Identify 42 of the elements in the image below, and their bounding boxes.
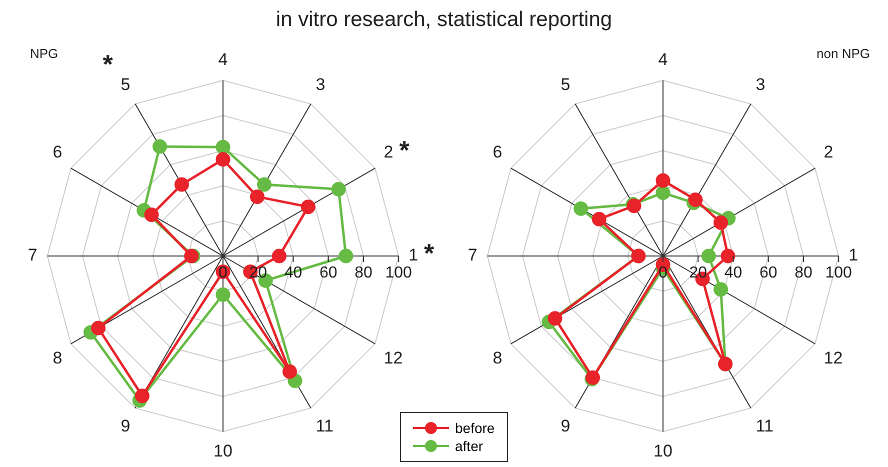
legend-label: after (455, 438, 484, 454)
y-tick-label: 0 (218, 264, 228, 282)
y-tick-label: 80 (794, 264, 812, 282)
spoke-label: 7 (28, 246, 38, 265)
y-tick-label: 20 (249, 264, 268, 282)
spoke-label: 7 (468, 246, 478, 265)
spoke-label: 12 (384, 348, 403, 368)
y-tick-label: 60 (319, 264, 338, 282)
spoke-label: 1 (848, 246, 858, 265)
spoke-label: 8 (52, 348, 62, 368)
y-tick-label: 80 (354, 264, 372, 282)
text: * (399, 134, 410, 165)
spoke-label: 11 (316, 416, 334, 436)
spoke-label: 12 (824, 348, 843, 368)
spoke-label: 6 (52, 142, 62, 162)
spoke-label: 3 (316, 74, 326, 94)
spoke-label: 4 (658, 50, 668, 69)
chart-subtitle: NPG (30, 46, 58, 61)
y-tick-label: 100 (825, 264, 852, 282)
spoke-label: 1 (408, 246, 418, 265)
spoke-label: 9 (120, 416, 130, 436)
legend-label: before (455, 420, 495, 436)
spoke-label: 5 (120, 74, 130, 94)
spoke-label: 9 (560, 416, 570, 436)
spoke-label: 11 (756, 416, 774, 436)
chart-subtitle: non NPG (816, 46, 870, 61)
spoke-label: 2 (384, 142, 394, 162)
y-tick-label: 0 (658, 264, 668, 282)
y-tick-label: 100 (385, 264, 412, 282)
spoke-label: 4 (218, 50, 228, 69)
y-tick-label: 60 (759, 264, 778, 282)
spoke-label: 5 (560, 74, 570, 94)
text: * (424, 238, 434, 268)
y-tick-label: 40 (724, 264, 742, 282)
spoke-label: 10 (654, 441, 672, 460)
spoke-label: 2 (824, 142, 834, 162)
chart-title: in vitro research, statistical reporting (274, 8, 614, 32)
spoke-label: 10 (214, 441, 232, 460)
text: * (102, 49, 113, 80)
spoke-label: 6 (492, 142, 502, 162)
spoke-label: 3 (756, 74, 766, 94)
spoke-label: 8 (492, 348, 502, 368)
